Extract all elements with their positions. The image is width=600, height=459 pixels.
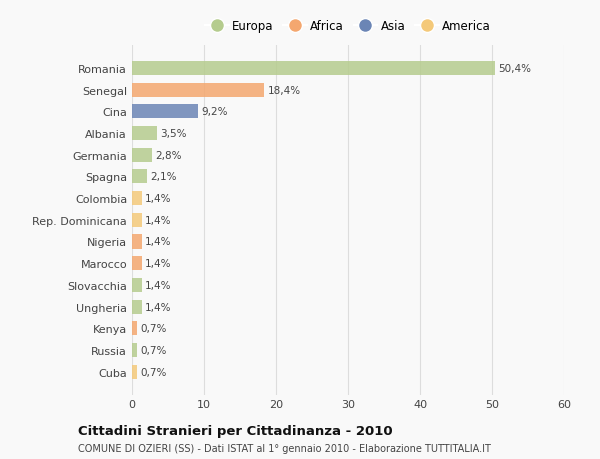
Bar xyxy=(132,278,142,292)
Text: 1,4%: 1,4% xyxy=(145,194,172,204)
Bar xyxy=(132,343,137,357)
Bar xyxy=(132,170,147,184)
Bar xyxy=(132,62,495,76)
Text: COMUNE DI OZIERI (SS) - Dati ISTAT al 1° gennaio 2010 - Elaborazione TUTTITALIA.: COMUNE DI OZIERI (SS) - Dati ISTAT al 1°… xyxy=(78,443,491,453)
Text: 2,8%: 2,8% xyxy=(155,151,182,160)
Bar xyxy=(132,148,152,162)
Text: 1,4%: 1,4% xyxy=(145,215,172,225)
Text: 3,5%: 3,5% xyxy=(160,129,187,139)
Text: 0,7%: 0,7% xyxy=(140,367,166,377)
Text: 50,4%: 50,4% xyxy=(498,64,531,74)
Text: 9,2%: 9,2% xyxy=(201,107,227,117)
Text: 0,7%: 0,7% xyxy=(140,345,166,355)
Text: 1,4%: 1,4% xyxy=(145,302,172,312)
Bar xyxy=(132,105,198,119)
Text: 18,4%: 18,4% xyxy=(268,85,301,95)
Bar xyxy=(132,257,142,271)
Bar xyxy=(132,235,142,249)
Text: 1,4%: 1,4% xyxy=(145,258,172,269)
Text: Cittadini Stranieri per Cittadinanza - 2010: Cittadini Stranieri per Cittadinanza - 2… xyxy=(78,424,392,437)
Text: 0,7%: 0,7% xyxy=(140,324,166,334)
Bar xyxy=(132,84,265,97)
Bar xyxy=(132,192,142,206)
Bar xyxy=(132,213,142,227)
Bar xyxy=(132,321,137,336)
Legend: Europa, Africa, Asia, America: Europa, Africa, Asia, America xyxy=(202,17,494,37)
Bar xyxy=(132,300,142,314)
Text: 1,4%: 1,4% xyxy=(145,237,172,247)
Text: 2,1%: 2,1% xyxy=(150,172,176,182)
Bar xyxy=(132,127,157,141)
Bar xyxy=(132,365,137,379)
Text: 1,4%: 1,4% xyxy=(145,280,172,290)
